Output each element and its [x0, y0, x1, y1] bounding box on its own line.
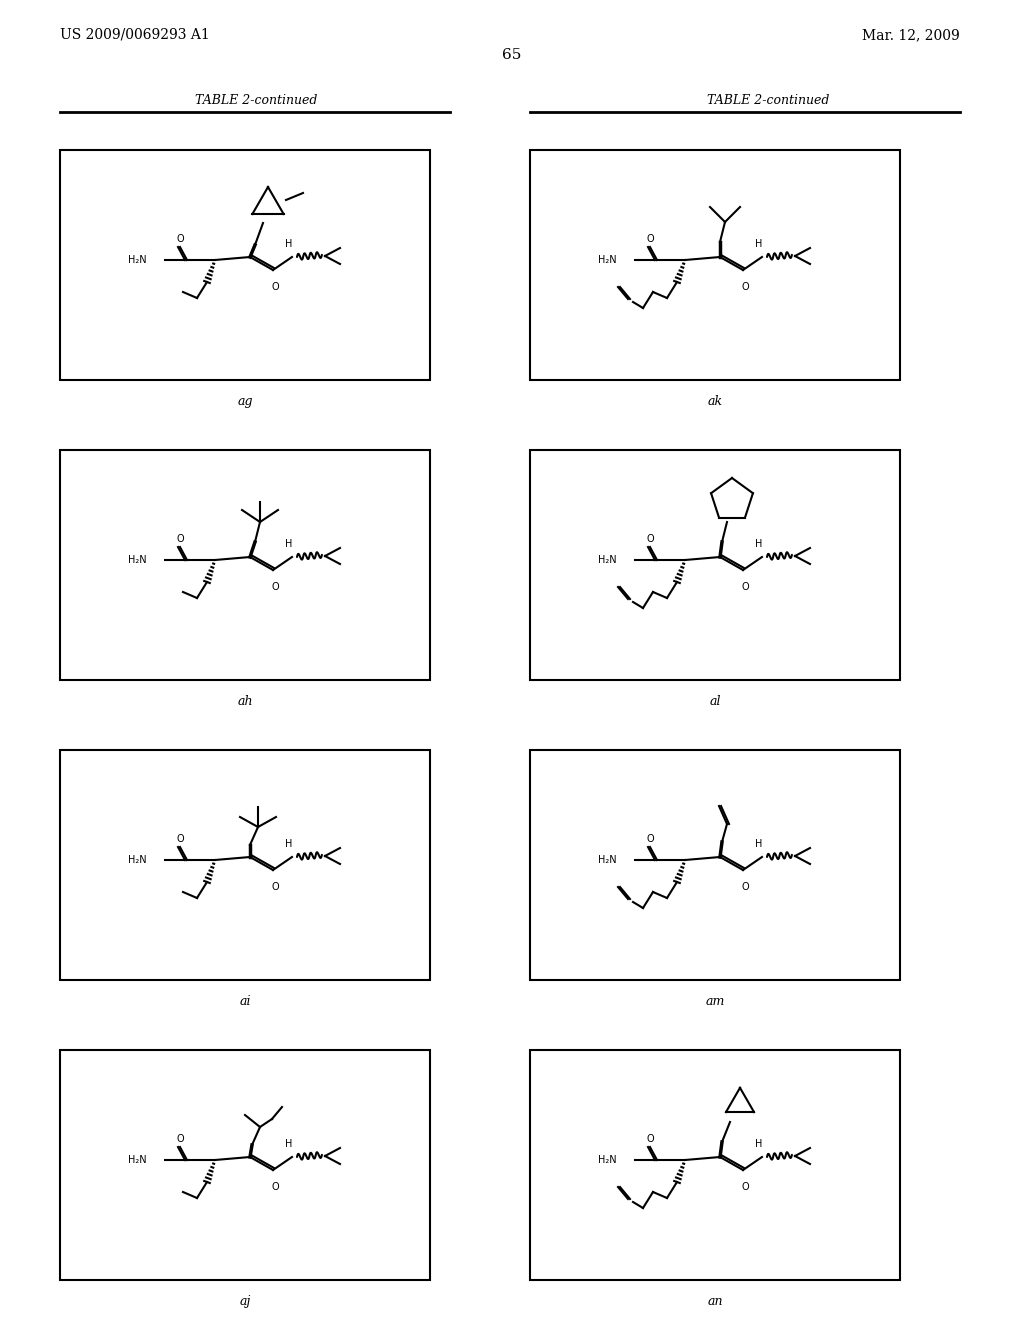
- Text: am: am: [706, 995, 725, 1008]
- Text: O: O: [741, 1181, 749, 1192]
- Text: H₂N: H₂N: [598, 255, 617, 265]
- Text: H₂N: H₂N: [128, 1155, 147, 1166]
- FancyBboxPatch shape: [530, 750, 900, 979]
- FancyBboxPatch shape: [530, 1049, 900, 1280]
- Text: O: O: [741, 582, 749, 591]
- Text: O: O: [646, 535, 653, 544]
- Text: H: H: [756, 840, 763, 849]
- Text: O: O: [271, 1181, 279, 1192]
- Text: O: O: [271, 882, 279, 892]
- Text: O: O: [271, 282, 279, 292]
- Text: O: O: [741, 282, 749, 292]
- Text: ag: ag: [238, 395, 253, 408]
- Text: ai: ai: [240, 995, 251, 1008]
- Text: H: H: [756, 1139, 763, 1148]
- Text: TABLE 2-continued: TABLE 2-continued: [195, 94, 317, 107]
- Text: ah: ah: [238, 696, 253, 708]
- FancyBboxPatch shape: [530, 150, 900, 380]
- Text: H₂N: H₂N: [598, 855, 617, 865]
- Text: US 2009/0069293 A1: US 2009/0069293 A1: [60, 28, 210, 42]
- Text: H: H: [286, 539, 293, 549]
- Text: O: O: [271, 582, 279, 591]
- Text: al: al: [710, 696, 721, 708]
- FancyBboxPatch shape: [60, 750, 430, 979]
- Text: O: O: [176, 834, 184, 843]
- Text: O: O: [176, 535, 184, 544]
- Text: aj: aj: [240, 1295, 251, 1308]
- FancyBboxPatch shape: [530, 450, 900, 680]
- Text: ak: ak: [708, 395, 723, 408]
- Text: O: O: [646, 834, 653, 843]
- Text: H₂N: H₂N: [128, 855, 147, 865]
- Text: H₂N: H₂N: [128, 554, 147, 565]
- Text: O: O: [646, 234, 653, 244]
- Text: H₂N: H₂N: [598, 1155, 617, 1166]
- Text: H: H: [286, 239, 293, 249]
- Text: Mar. 12, 2009: Mar. 12, 2009: [862, 28, 961, 42]
- Text: H₂N: H₂N: [128, 255, 147, 265]
- FancyBboxPatch shape: [60, 1049, 430, 1280]
- Text: TABLE 2-continued: TABLE 2-continued: [707, 94, 829, 107]
- Text: 65: 65: [503, 48, 521, 62]
- Text: O: O: [741, 882, 749, 892]
- Text: O: O: [176, 1134, 184, 1144]
- Text: H: H: [756, 539, 763, 549]
- FancyBboxPatch shape: [60, 450, 430, 680]
- Text: an: an: [708, 1295, 723, 1308]
- Text: O: O: [646, 1134, 653, 1144]
- Text: H: H: [756, 239, 763, 249]
- Text: H₂N: H₂N: [598, 554, 617, 565]
- Text: H: H: [286, 840, 293, 849]
- Text: O: O: [176, 234, 184, 244]
- Text: H: H: [286, 1139, 293, 1148]
- FancyBboxPatch shape: [60, 150, 430, 380]
